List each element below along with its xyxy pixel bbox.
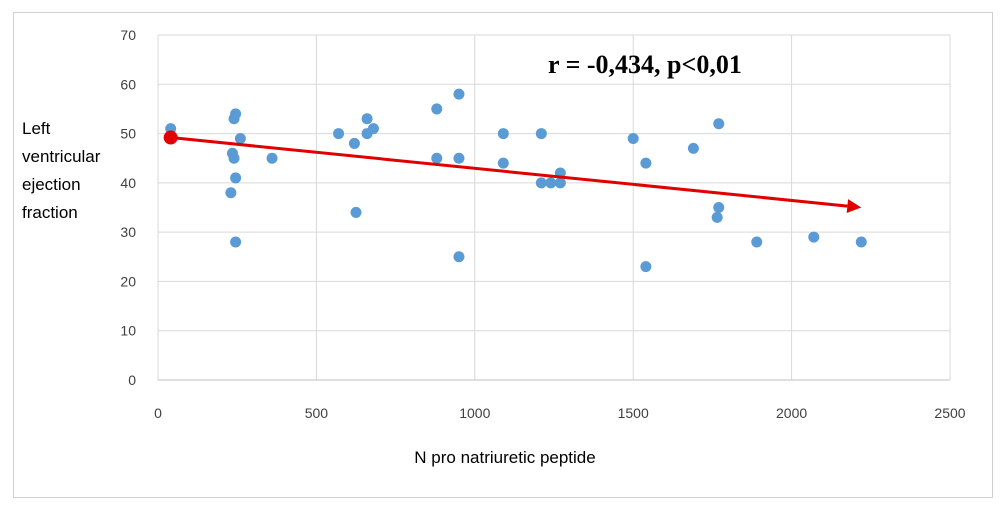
y-axis-label: Left ventricular ejection fraction	[22, 119, 101, 222]
data-point	[431, 152, 443, 164]
data-point	[713, 202, 725, 213]
data-point	[535, 128, 547, 140]
data-point	[453, 88, 465, 100]
data-point	[545, 177, 557, 189]
y-tick-label: 0	[128, 372, 136, 388]
chart-frame	[13, 12, 993, 498]
correlation-annotation: r = -0,434, p<0,01	[548, 50, 742, 79]
grid	[157, 34, 951, 381]
data-point	[228, 152, 240, 164]
y-tick-label: 50	[120, 126, 136, 142]
x-tick-label: 1500	[618, 405, 649, 421]
trend-line	[163, 130, 862, 214]
trend-line-segment	[170, 136, 848, 208]
data-points	[165, 88, 867, 273]
data-point	[751, 236, 763, 248]
data-point	[350, 206, 362, 218]
data-point	[640, 157, 652, 169]
data-point	[640, 261, 652, 273]
data-point	[453, 152, 465, 164]
trend-start-dot	[163, 130, 178, 145]
y-tick-label: 70	[120, 27, 136, 43]
data-point	[230, 108, 242, 120]
data-point	[225, 187, 237, 199]
data-point	[453, 251, 465, 263]
data-point	[230, 236, 242, 248]
data-point	[234, 133, 246, 144]
data-point	[361, 113, 373, 125]
y-tick-label: 60	[120, 76, 136, 92]
trend-arrowhead	[846, 199, 862, 214]
data-point	[687, 142, 699, 154]
x-tick-label: 1000	[459, 405, 490, 421]
data-point	[711, 211, 723, 223]
data-point	[497, 128, 509, 140]
data-point	[266, 152, 278, 164]
x-tick-label: 500	[305, 405, 329, 421]
data-point	[627, 133, 639, 144]
data-point	[535, 177, 547, 189]
x-tick-label: 2000	[776, 405, 807, 421]
x-tick-label: 2500	[934, 405, 965, 421]
data-point	[431, 103, 443, 115]
tick-labels: 0 10 20 30 40 50 60 70 0 500 1000 1500 2000 2500	[120, 27, 965, 421]
y-tick-label: 40	[120, 175, 136, 191]
y-tick-label: 30	[120, 224, 136, 240]
x-axis-label: N pro natriuretic peptide	[414, 448, 596, 467]
data-point	[230, 172, 242, 184]
data-point	[554, 177, 566, 189]
y-tick-label: 10	[120, 323, 136, 339]
y-tick-label: 20	[120, 273, 136, 289]
data-point	[367, 123, 379, 135]
data-point	[333, 128, 345, 140]
data-point	[808, 231, 820, 243]
data-point	[497, 157, 509, 169]
data-point	[348, 137, 360, 149]
data-point	[855, 236, 867, 248]
x-tick-label: 0	[154, 405, 162, 421]
data-point	[713, 118, 725, 130]
